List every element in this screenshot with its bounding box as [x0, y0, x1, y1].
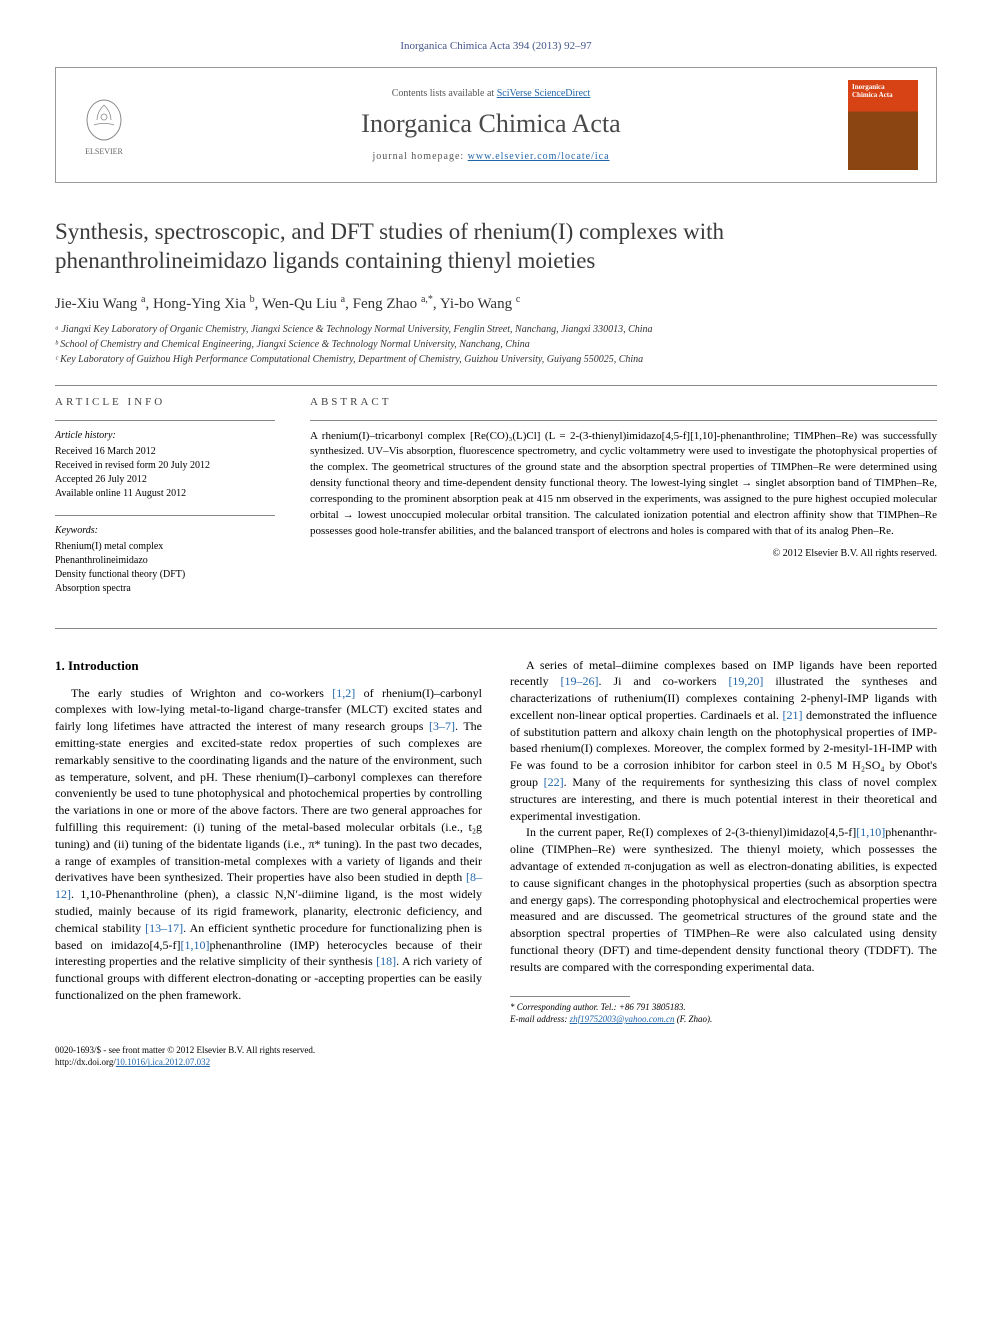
- abstract-text: A rhenium(I)–tricarbonyl complex [Re(CO)…: [310, 429, 937, 541]
- elsevier-logo: ELSEVIER: [74, 90, 134, 160]
- email-suffix: (F. Zhao).: [677, 1014, 713, 1024]
- ref-citation[interactable]: [1,10]: [180, 938, 209, 952]
- ref-citation[interactable]: [19,20]: [728, 674, 763, 688]
- footer-front-matter: 0020-1693/$ - see front matter © 2012 El…: [55, 1044, 937, 1057]
- email-label: E-mail address:: [510, 1014, 570, 1024]
- history-label: Article history:: [55, 429, 275, 443]
- ref-citation[interactable]: [21]: [783, 708, 803, 722]
- article-history-block: Article history: Received 16 March 2012R…: [55, 429, 275, 501]
- homepage-line: journal homepage: www.elsevier.com/locat…: [152, 151, 830, 162]
- contents-lists-line: Contents lists available at SciVerse Sci…: [152, 88, 830, 99]
- keywords-label: Keywords:: [55, 524, 275, 538]
- body-paragraph: A series of metal–diimine complexes base…: [510, 657, 937, 825]
- elsevier-label: ELSEVIER: [85, 147, 123, 156]
- journal-name: Inorganica Chimica Acta: [152, 109, 830, 139]
- ref-citation[interactable]: [1,10]: [856, 825, 885, 839]
- divider-top: [55, 385, 937, 386]
- affiliation-line: ᵇ School of Chemistry and Chemical Engin…: [55, 338, 937, 352]
- abstract-column: ABSTRACT A rhenium(I)–tricarbonyl comple…: [310, 396, 937, 610]
- article-title: Synthesis, spectroscopic, and DFT studie…: [55, 218, 937, 276]
- header-center: Contents lists available at SciVerse Sci…: [152, 88, 830, 162]
- homepage-prefix: journal homepage:: [372, 151, 467, 162]
- abstract-divider: [310, 420, 937, 421]
- keyword-line: Density functional theory (DFT): [55, 568, 275, 582]
- page-footer: 0020-1693/$ - see front matter © 2012 El…: [55, 1044, 937, 1069]
- history-line: Accepted 26 July 2012: [55, 473, 275, 487]
- body-two-columns: 1. Introduction The early studies of Wri…: [55, 657, 937, 1026]
- ref-citation[interactable]: [19–26]: [561, 674, 599, 688]
- info-divider-1: [55, 420, 275, 421]
- keyword-line: Phenanthrolineimidazo: [55, 554, 275, 568]
- journal-reference: Inorganica Chimica Acta 394 (2013) 92–97: [55, 40, 937, 52]
- affiliations: ᵃ Jiangxi Key Laboratory of Organic Chem…: [55, 323, 937, 367]
- contents-prefix: Contents lists available at: [392, 88, 497, 99]
- keywords-block: Keywords: Rhenium(I) metal complexPhenan…: [55, 524, 275, 596]
- article-info-column: ARTICLE INFO Article history: Received 1…: [55, 396, 275, 610]
- doi-link[interactable]: 10.1016/j.ica.2012.07.032: [116, 1057, 210, 1067]
- corresponding-author-footer: * Corresponding author. Tel.: +86 791 38…: [510, 996, 937, 1026]
- keyword-line: Rhenium(I) metal complex: [55, 540, 275, 554]
- affiliation-line: ᶜ Key Laboratory of Guizhou High Perform…: [55, 353, 937, 367]
- body-paragraph: In the current paper, Re(I) complexes of…: [510, 824, 937, 975]
- ref-citation[interactable]: [3–7]: [429, 719, 455, 733]
- history-line: Available online 11 August 2012: [55, 487, 275, 501]
- ref-citation[interactable]: [13–17]: [145, 921, 183, 935]
- affiliation-line: ᵃ Jiangxi Key Laboratory of Organic Chem…: [55, 323, 937, 337]
- homepage-link[interactable]: www.elsevier.com/locate/ica: [468, 151, 610, 162]
- abstract-copyright: © 2012 Elsevier B.V. All rights reserved…: [310, 548, 937, 559]
- ref-citation[interactable]: [22]: [544, 775, 564, 789]
- journal-cover-thumbnail: Inorganica Chimica Acta: [848, 80, 918, 170]
- cover-title-2: Chimica Acta: [852, 92, 914, 100]
- abstract-heading: ABSTRACT: [310, 396, 937, 408]
- info-divider-2: [55, 515, 275, 516]
- footer-doi-line: http://dx.doi.org/10.1016/j.ica.2012.07.…: [55, 1056, 937, 1069]
- ref-citation[interactable]: [8–12]: [55, 870, 482, 901]
- corresponding-email-line: E-mail address: zhf19752003@yahoo.com.cn…: [510, 1013, 937, 1026]
- corresponding-author-line: * Corresponding author. Tel.: +86 791 38…: [510, 1001, 937, 1014]
- body-divider: [55, 628, 937, 629]
- authors-list: Jie-Xiu Wang a, Hong-Ying Xia b, Wen-Qu …: [55, 294, 937, 313]
- history-line: Received 16 March 2012: [55, 445, 275, 459]
- ref-citation[interactable]: [1,2]: [332, 686, 355, 700]
- sciencedirect-link[interactable]: SciVerse ScienceDirect: [497, 88, 591, 99]
- doi-prefix: http://dx.doi.org/: [55, 1057, 116, 1067]
- history-line: Received in revised form 20 July 2012: [55, 459, 275, 473]
- corresponding-email-link[interactable]: zhf19752003@yahoo.com.cn: [570, 1014, 675, 1024]
- ref-citation[interactable]: [18]: [376, 954, 396, 968]
- body-paragraph: The early studies of Wrighton and co-wor…: [55, 685, 482, 1004]
- footer-divider: [510, 996, 630, 997]
- section-1-heading: 1. Introduction: [55, 657, 482, 675]
- journal-header: ELSEVIER Contents lists available at Sci…: [55, 67, 937, 183]
- keyword-line: Absorption spectra: [55, 582, 275, 596]
- article-info-heading: ARTICLE INFO: [55, 396, 275, 408]
